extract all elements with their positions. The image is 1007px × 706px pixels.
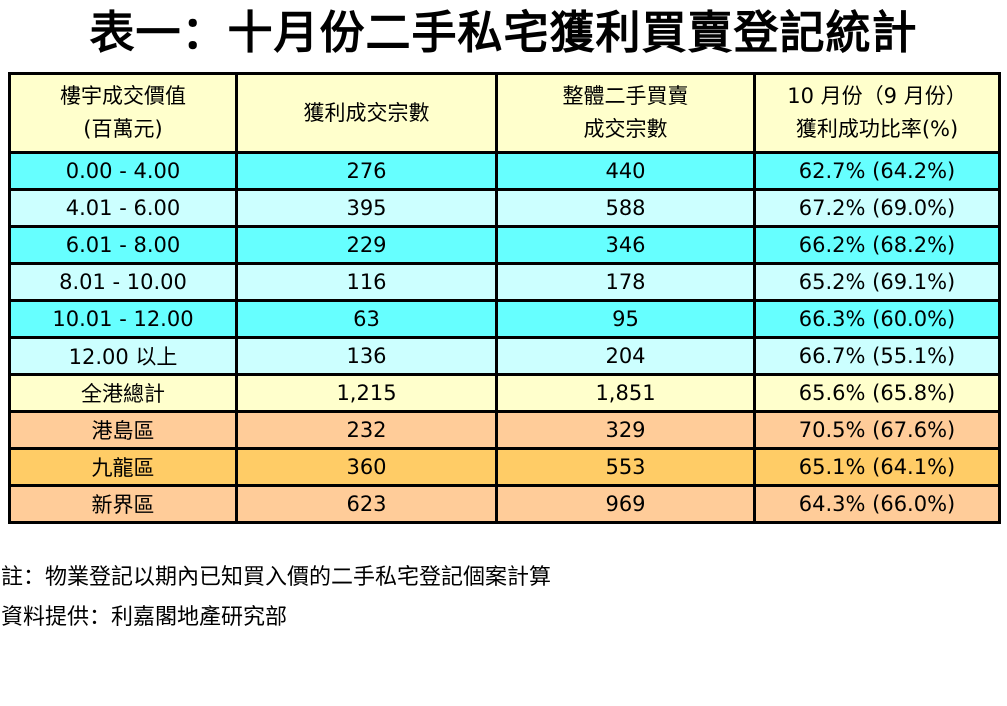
profit-count-cell: 360: [235, 447, 498, 487]
total-count-cell: 1,851: [495, 373, 756, 413]
table-row: 全港總計 1,215 1,851 65.6% (65.8%): [8, 373, 1001, 413]
price-range-cell: 4.01 - 6.00: [8, 188, 238, 228]
footnote-source: 資料提供：利嘉閣地產研究部: [1, 605, 288, 630]
profit-count-cell: 623: [235, 484, 498, 524]
profit-count-cell: 395: [235, 188, 498, 228]
total-count-cell: 440: [495, 151, 756, 191]
header-total-count-line1: 整體二手買賣: [562, 84, 689, 108]
footnote-calculation: 註：物業登記以期內已知買入價的二手私宅登記個案計算: [1, 565, 552, 590]
ratio-cell: 70.5% (67.6%): [753, 410, 1001, 450]
price-range-cell: 新界區: [8, 484, 238, 524]
total-count-cell: 178: [495, 262, 756, 302]
header-price-range-line2: (百萬元): [83, 117, 163, 141]
ratio-cell: 62.7% (64.2%): [753, 151, 1001, 191]
price-range-cell: 全港總計: [8, 373, 238, 413]
price-range-cell: 港島區: [8, 410, 238, 450]
profit-count-cell: 1,215: [235, 373, 498, 413]
table-header: 樓宇成交價值 (百萬元) 獲利成交宗數 整體二手買賣 成交宗數: [8, 72, 1001, 154]
ratio-cell: 66.2% (68.2%): [753, 225, 1001, 265]
header-success-ratio-line2: 獲利成功比率(%): [795, 117, 959, 141]
total-count-cell: 553: [495, 447, 756, 487]
profit-stats-table: 樓宇成交價值 (百萬元) 獲利成交宗數 整體二手買賣 成交宗數: [8, 72, 1001, 524]
table-row: 0.00 - 4.00 276 440 62.7% (64.2%): [8, 151, 1001, 191]
profit-count-cell: 136: [235, 336, 498, 376]
table-body: 0.00 - 4.00 276 440 62.7% (64.2%) 4.01 -…: [8, 151, 1001, 524]
ratio-cell: 65.6% (65.8%): [753, 373, 1001, 413]
footnotes: 註：物業登記以期內已知買入價的二手私宅登記個案計算 資料提供：利嘉閣地產研究部: [1, 558, 1001, 638]
header-row: 樓宇成交價值 (百萬元) 獲利成交宗數 整體二手買賣 成交宗數: [8, 72, 1001, 154]
table-row: 九龍區 360 553 65.1% (64.1%): [8, 447, 1001, 487]
table-row: 港島區 232 329 70.5% (67.6%): [8, 410, 1001, 450]
table-row: 4.01 - 6.00 395 588 67.2% (69.0%): [8, 188, 1001, 228]
profit-count-cell: 63: [235, 299, 498, 339]
ratio-cell: 67.2% (69.0%): [753, 188, 1001, 228]
table-row: 8.01 - 10.00 116 178 65.2% (69.1%): [8, 262, 1001, 302]
total-count-cell: 346: [495, 225, 756, 265]
ratio-cell: 66.3% (60.0%): [753, 299, 1001, 339]
ratio-cell: 64.3% (66.0%): [753, 484, 1001, 524]
table-row: 6.01 - 8.00 229 346 66.2% (68.2%): [8, 225, 1001, 265]
table-row: 12.00 以上 136 204 66.7% (55.1%): [8, 336, 1001, 376]
header-price-range: 樓宇成交價值 (百萬元): [8, 72, 238, 154]
price-range-cell: 10.01 - 12.00: [8, 299, 238, 339]
total-count-cell: 329: [495, 410, 756, 450]
total-count-cell: 969: [495, 484, 756, 524]
total-count-cell: 204: [495, 336, 756, 376]
header-success-ratio-line1: 10 月份（9 月份）: [787, 84, 967, 108]
profit-count-cell: 276: [235, 151, 498, 191]
header-success-ratio: 10 月份（9 月份） 獲利成功比率(%): [753, 72, 1001, 154]
price-range-cell: 8.01 - 10.00: [8, 262, 238, 302]
table-row: 新界區 623 969 64.3% (66.0%): [8, 484, 1001, 524]
header-profit-count: 獲利成交宗數: [235, 72, 498, 154]
ratio-cell: 65.1% (64.1%): [753, 447, 1001, 487]
header-price-range-line1: 樓宇成交價值: [60, 84, 186, 108]
profit-count-cell: 229: [235, 225, 498, 265]
profit-count-cell: 232: [235, 410, 498, 450]
total-count-cell: 95: [495, 299, 756, 339]
header-total-count: 整體二手買賣 成交宗數: [495, 72, 756, 154]
ratio-cell: 66.7% (55.1%): [753, 336, 1001, 376]
price-range-cell: 0.00 - 4.00: [8, 151, 238, 191]
total-count-cell: 588: [495, 188, 756, 228]
price-range-cell: 6.01 - 8.00: [8, 225, 238, 265]
page-title: 表一：十月份二手私宅獲利買賣登記統計: [89, 6, 918, 59]
table-row: 10.01 - 12.00 63 95 66.3% (60.0%): [8, 299, 1001, 339]
header-profit-count-line1: 獲利成交宗數: [303, 100, 430, 125]
profit-count-cell: 116: [235, 262, 498, 302]
header-total-count-line2: 成交宗數: [583, 117, 668, 141]
price-range-cell: 12.00 以上: [8, 336, 238, 376]
price-range-cell: 九龍區: [8, 447, 238, 487]
ratio-cell: 65.2% (69.1%): [753, 262, 1001, 302]
